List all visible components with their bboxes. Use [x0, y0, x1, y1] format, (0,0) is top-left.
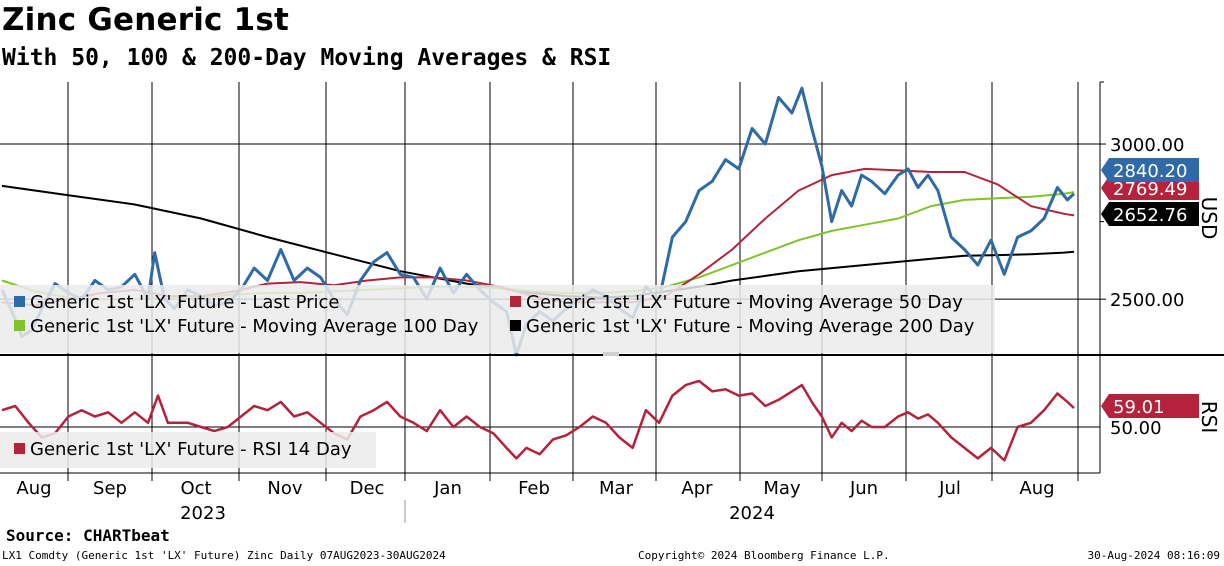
rsi-axis-title: RSI — [1197, 401, 1221, 434]
month-label: Apr — [681, 478, 713, 499]
axis-layer: 2500.00 3000.00 50.00 USD RSI Aug Sep Oct Nov Dec… — [0, 81, 1224, 524]
month-label: Feb — [518, 478, 550, 499]
month-label: Dec — [350, 478, 385, 499]
month-label: Oct — [180, 478, 211, 499]
price-last-tag — [1101, 158, 1199, 182]
month-label: Jul — [938, 478, 961, 499]
year-label: 2024 — [729, 503, 775, 524]
legend-label: Generic 1st 'LX' Future - RSI 14 Day — [30, 439, 352, 460]
legend-label: Generic 1st 'LX' Future - Moving Average… — [526, 316, 975, 337]
footer-copyright: Copyright© 2024 Bloomberg Finance L.P. — [638, 549, 890, 562]
month-label: Aug — [16, 478, 51, 499]
price-last-value: 2840.20 — [1113, 161, 1187, 182]
legend-swatch — [510, 296, 521, 307]
ma200-last-value: 2652.76 — [1113, 205, 1187, 226]
source-note: Source: CHARTbeat — [6, 526, 170, 545]
legend-swatch — [14, 443, 25, 454]
ma200-line — [1, 184, 1075, 299]
chart-subtitle: With 50, 100 & 200-Day Moving Averages &… — [2, 45, 612, 71]
legend-swatch — [14, 296, 25, 307]
price-legend-box — [0, 285, 995, 353]
footer-timestamp: 30-Aug-2024 08:16:09 — [1087, 549, 1220, 562]
price-tick-label: 2500.00 — [1110, 290, 1184, 311]
ma50-last-value: 2769.49 — [1113, 179, 1187, 200]
month-label: Jan — [433, 478, 462, 499]
month-label: May — [763, 478, 801, 499]
grid-layer — [0, 82, 1100, 481]
year-label: 2023 — [180, 503, 226, 524]
legend-layer: Generic 1st 'LX' Future - Last Price Gene… — [0, 285, 995, 468]
rsi-last-value: 59.01 — [1113, 397, 1165, 418]
legend-label: Generic 1st 'LX' Future - Moving Average… — [30, 316, 479, 337]
rsi-tick-label: 50.00 — [1110, 418, 1162, 439]
month-label: Sep — [93, 478, 127, 499]
month-label: Mar — [599, 478, 634, 499]
month-label: Nov — [267, 478, 302, 499]
legend-swatch — [510, 320, 521, 331]
footer-ticker-info: LX1 Comdty (Generic 1st 'LX' Future) Zin… — [2, 549, 446, 562]
legend-label: Generic 1st 'LX' Future - Last Price — [30, 292, 340, 313]
month-label: Jun — [849, 478, 878, 499]
ma100-line — [1, 191, 1075, 301]
legend-label: Generic 1st 'LX' Future - Moving Average… — [526, 292, 963, 313]
legend-swatch — [14, 320, 25, 331]
rsi-legend-box — [0, 432, 376, 468]
price-axis-title: USD — [1197, 197, 1221, 240]
rsi-last-tag — [1101, 394, 1199, 418]
month-label: Aug — [1019, 478, 1054, 499]
rsi-line — [1, 379, 1075, 462]
price-tick-label: 3000.00 — [1110, 135, 1184, 156]
chart-title: Zinc Generic 1st — [2, 2, 290, 38]
panel-resize-handle — [603, 352, 619, 356]
ma200-last-tag — [1101, 202, 1199, 226]
